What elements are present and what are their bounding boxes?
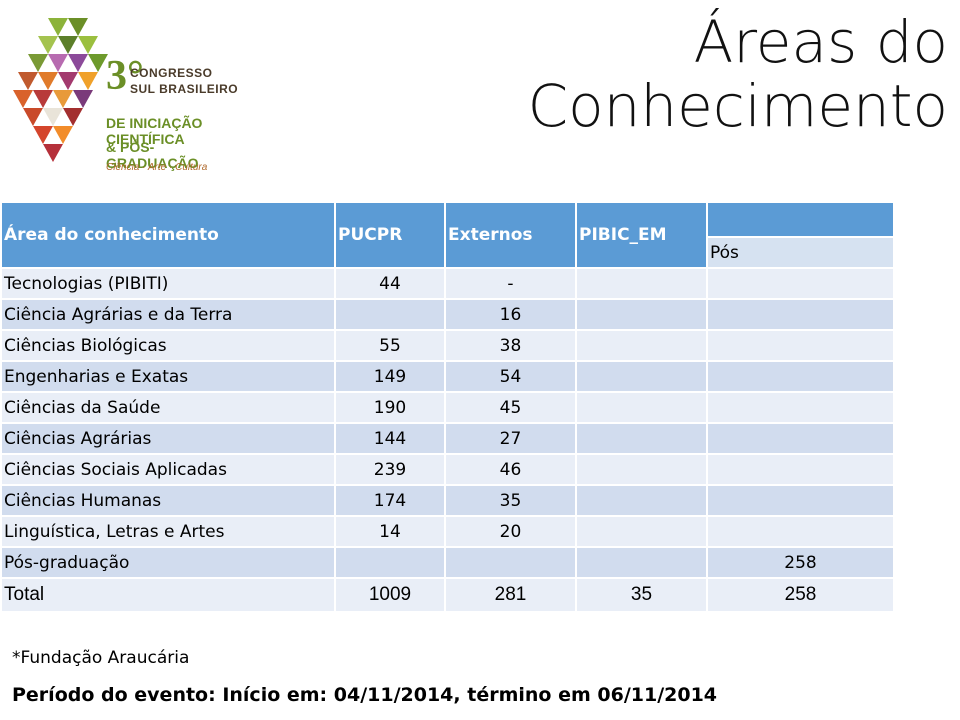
cell-pucpr bbox=[334, 298, 446, 331]
logo-line-1: CONGRESSO bbox=[130, 66, 213, 80]
total-pucpr: 1009 bbox=[334, 577, 446, 613]
table-row: Ciências Sociais Aplicadas 239 46 bbox=[0, 453, 895, 486]
table-row: Engenharias e Exatas 149 54 bbox=[0, 360, 895, 393]
cell-pibic-em bbox=[575, 515, 708, 548]
table-row: Pós-graduação 258 bbox=[0, 546, 895, 579]
header-blank bbox=[706, 201, 895, 238]
cell-pos bbox=[706, 453, 895, 486]
logo-line-4: & PÓS-GRADUAÇÃO bbox=[106, 139, 199, 171]
cell-externos: 27 bbox=[444, 422, 577, 455]
cell-pucpr bbox=[334, 546, 446, 579]
title-line-1: Áreas do bbox=[693, 8, 948, 76]
header-area: Área do conhecimento bbox=[0, 201, 336, 269]
header-pucpr: PUCPR bbox=[334, 201, 446, 269]
cell-pibic-em bbox=[575, 422, 708, 455]
cell-pibic-em bbox=[575, 298, 708, 331]
total-label: Total bbox=[0, 577, 336, 613]
cell-pibic-em bbox=[575, 546, 708, 579]
logo-triangles-icon bbox=[13, 18, 108, 162]
header-pibic-em: PIBIC_EM bbox=[575, 201, 708, 269]
cell-area: Ciências Humanas bbox=[0, 484, 336, 517]
total-externos: 281 bbox=[444, 577, 577, 613]
header-pos: Pós bbox=[706, 236, 895, 269]
cell-pos bbox=[706, 267, 895, 300]
title-line-2: Conhecimento bbox=[527, 72, 948, 140]
cell-pos bbox=[706, 298, 895, 331]
cell-pucpr: 55 bbox=[334, 329, 446, 362]
cell-pucpr: 190 bbox=[334, 391, 446, 424]
table-row: Ciências da Saúde 190 45 bbox=[0, 391, 895, 424]
cell-pucpr: 14 bbox=[334, 515, 446, 548]
logo-tagline: Ciência · Arte · Cultura bbox=[106, 162, 208, 173]
total-row: Total 1009 281 35 258 bbox=[0, 577, 895, 613]
cell-pibic-em bbox=[575, 453, 708, 486]
table-row: Tecnologias (PIBITI) 44- bbox=[0, 267, 895, 300]
logo-line-2: SUL BRASILEIRO bbox=[130, 82, 239, 96]
cell-area: Tecnologias (PIBITI) bbox=[0, 267, 336, 300]
cell-externos: 45 bbox=[444, 391, 577, 424]
cell-pucpr: 239 bbox=[334, 453, 446, 486]
cell-area: Ciências da Saúde bbox=[0, 391, 336, 424]
table-row: Ciência Agrárias e da Terra 16 bbox=[0, 298, 895, 331]
cell-pibic-em bbox=[575, 329, 708, 362]
cell-area: Ciência Agrárias e da Terra bbox=[0, 298, 336, 331]
cell-pucpr: 44 bbox=[334, 267, 446, 300]
cell-pos bbox=[706, 329, 895, 362]
cell-pos: 258 bbox=[706, 546, 895, 579]
cell-pibic-em bbox=[575, 360, 708, 393]
cell-externos: 46 bbox=[444, 453, 577, 486]
event-period: Período do evento: Início em: 04/11/2014… bbox=[12, 684, 718, 706]
cell-pibic-em bbox=[575, 484, 708, 517]
table-row: Ciências Humanas 174 35 bbox=[0, 484, 895, 517]
cell-pos bbox=[706, 391, 895, 424]
cell-pucpr: 174 bbox=[334, 484, 446, 517]
header-externos: Externos bbox=[444, 201, 577, 269]
cell-externos: 54 bbox=[444, 360, 577, 393]
logo-line-3: DE INICIAÇÃO CIENTÍFICA bbox=[106, 115, 203, 147]
cell-externos bbox=[444, 546, 577, 579]
table-row: Ciências Biológicas 55 38 bbox=[0, 329, 895, 362]
table-row: Linguística, Letras e Artes 14 20 bbox=[0, 515, 895, 548]
cell-pibic-em bbox=[575, 267, 708, 300]
cell-pos bbox=[706, 360, 895, 393]
cell-pibic-em bbox=[575, 391, 708, 424]
cell-pos bbox=[706, 515, 895, 548]
cell-area: Ciências Agrárias bbox=[0, 422, 336, 455]
cell-area: Ciências Sociais Aplicadas bbox=[0, 453, 336, 486]
congress-logo: 3° CONGRESSO SUL BRASILEIRO DE INICIAÇÃO… bbox=[8, 14, 240, 173]
total-pos: 258 bbox=[706, 577, 895, 613]
total-pibic-em: 35 bbox=[575, 577, 708, 613]
page-title: Áreas do Conhecimento bbox=[528, 10, 948, 138]
cell-pos bbox=[706, 484, 895, 517]
cell-pucpr: 149 bbox=[334, 360, 446, 393]
cell-externos: 16 bbox=[444, 298, 577, 331]
cell-area: Engenharias e Exatas bbox=[0, 360, 336, 393]
cell-externos: 20 bbox=[444, 515, 577, 548]
cell-externos: 38 bbox=[444, 329, 577, 362]
cell-area: Linguística, Letras e Artes bbox=[0, 515, 336, 548]
cell-pucpr: 144 bbox=[334, 422, 446, 455]
footnote: *Fundação Araucária bbox=[12, 648, 190, 668]
table-row: Ciências Agrárias 144 27 bbox=[0, 422, 895, 455]
cell-externos: - bbox=[444, 267, 577, 300]
knowledge-areas-table: Área do conhecimento PUCPR Externos PIBI… bbox=[0, 201, 895, 613]
logo-number: 3° bbox=[106, 53, 144, 99]
cell-externos: 35 bbox=[444, 484, 577, 517]
cell-pos bbox=[706, 422, 895, 455]
cell-area: Pós-graduação bbox=[0, 546, 336, 579]
cell-area: Ciências Biológicas bbox=[0, 329, 336, 362]
